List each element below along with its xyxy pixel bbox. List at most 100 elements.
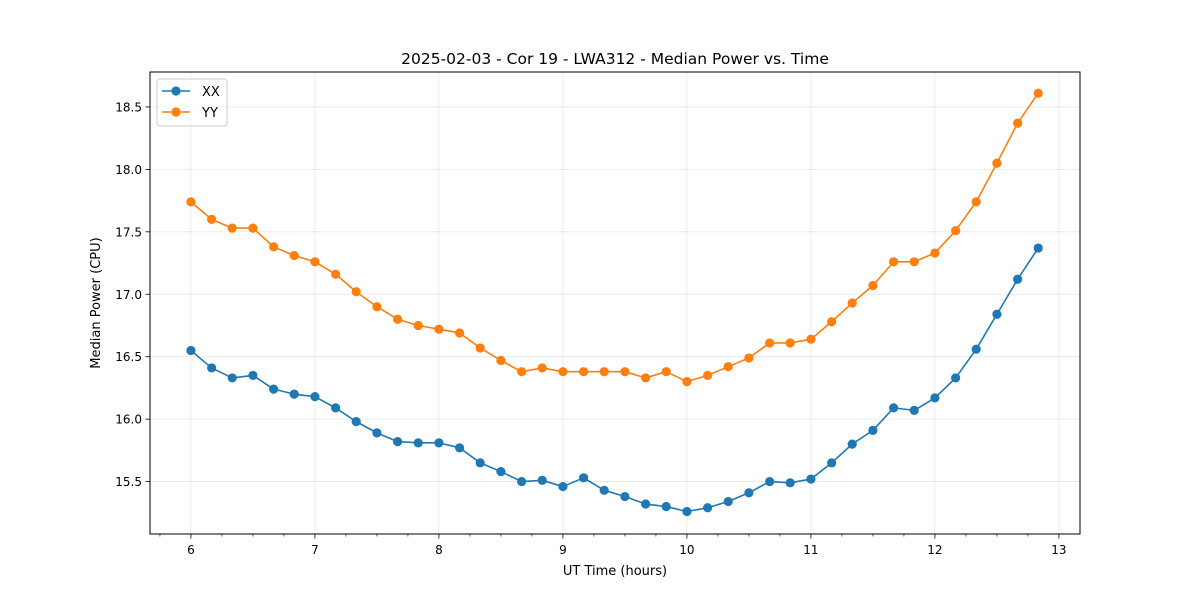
x-axis-label: UT Time (hours) [563,564,667,579]
data-point-xx [434,438,444,448]
data-point-yy [351,287,361,297]
data-point-xx [186,345,196,356]
x-tick-label: 13 [1051,543,1066,557]
data-point-yy [517,367,527,377]
data-point-xx [744,488,754,498]
series-layer [186,88,1043,517]
x-tick-label: 11 [803,543,818,557]
data-point-xx [1013,274,1023,284]
y-tick-label: 16.5 [115,350,142,364]
data-point-xx [992,309,1002,319]
data-point-xx [1033,243,1043,253]
data-point-xx [682,506,692,517]
data-point-xx [723,496,733,507]
data-point-yy [785,338,795,348]
data-point-xx [620,491,630,502]
data-point-xx [331,403,341,413]
legend-marker-xx [171,86,181,96]
data-point-xx [785,478,795,488]
data-point-yy [827,317,837,327]
axis-ticks: 6 7 8 9 10 11 12 13 15.5 16.0 16.5 17.0 17.5 18.0 18.5 [115,100,1066,557]
data-point-xx [765,476,775,487]
data-point-yy [372,302,382,312]
data-point-xx [703,503,713,513]
data-point-yy [909,257,919,267]
legend-marker-yy [171,107,181,117]
y-tick-label: 17.0 [115,288,142,302]
data-point-xx [847,439,857,449]
data-point-yy [806,334,816,344]
data-point-yy [723,362,733,372]
data-point-yy [579,367,589,377]
data-point-yy [744,353,754,363]
data-point-yy [455,328,465,338]
y-tick-label: 17.5 [115,225,142,239]
data-point-yy [847,298,857,308]
data-point-yy [207,214,217,224]
y-tick-label: 18.5 [115,100,142,114]
legend-entry-yy: YY [162,106,218,121]
legend-entry-xx: XX [162,85,220,100]
data-point-xx [372,428,382,438]
data-point-xx [558,481,568,492]
data-point-yy [289,250,299,261]
data-point-yy [951,225,961,236]
data-point-yy [765,338,775,348]
data-point-yy [641,373,651,383]
grid-lines [150,72,1080,534]
data-point-xx [971,344,981,354]
data-point-xx [951,373,961,383]
data-point-xx [806,474,816,484]
data-point-yy [434,324,444,334]
y-axis-label: Median Power (CPU) [89,237,104,368]
data-point-yy [1033,88,1043,98]
data-point-yy [1013,118,1023,128]
data-point-yy [537,363,547,373]
data-point-xx [413,438,423,448]
data-point-yy [248,223,258,233]
data-point-yy [661,367,671,377]
data-point-yy [496,355,506,366]
y-tick-label: 15.5 [115,475,142,489]
data-point-yy [269,242,279,252]
data-point-xx [248,370,258,381]
x-tick-label: 10 [679,543,694,557]
data-point-xx [496,466,506,477]
x-tick-label: 9 [559,543,567,557]
data-point-yy [868,280,878,291]
data-point-xx [227,373,237,383]
data-point-xx [207,363,217,373]
data-point-yy [413,320,423,331]
data-point-xx [289,389,299,399]
x-tick-label: 6 [187,543,195,557]
data-point-yy [620,367,630,377]
data-point-xx [269,384,279,394]
y-tick-label: 16.0 [115,413,142,427]
data-point-xx [827,458,837,468]
data-point-xx [599,485,609,495]
plot-area-frame [149,71,1081,535]
data-point-xx [475,458,485,468]
chart-title: 2025-02-03 - Cor 19 - LWA312 - Median Po… [401,50,829,68]
data-point-yy [992,158,1002,168]
data-point-yy [331,269,341,279]
x-tick-label: 8 [435,543,443,557]
data-point-yy [310,257,320,267]
data-point-xx [393,437,403,447]
legend-label-yy: YY [201,106,218,121]
y-tick-label: 18.0 [115,163,142,177]
data-point-yy [930,248,940,258]
data-point-xx [517,476,527,487]
x-tick-label: 12 [927,543,942,557]
data-point-xx [641,499,651,509]
data-point-yy [971,197,981,207]
data-point-xx [537,475,547,485]
data-point-yy [558,367,568,377]
data-point-xx [909,405,919,415]
data-point-xx [868,425,878,435]
data-point-yy [475,343,485,353]
data-point-yy [703,370,713,381]
data-point-xx [351,417,361,427]
data-point-xx [579,473,589,483]
